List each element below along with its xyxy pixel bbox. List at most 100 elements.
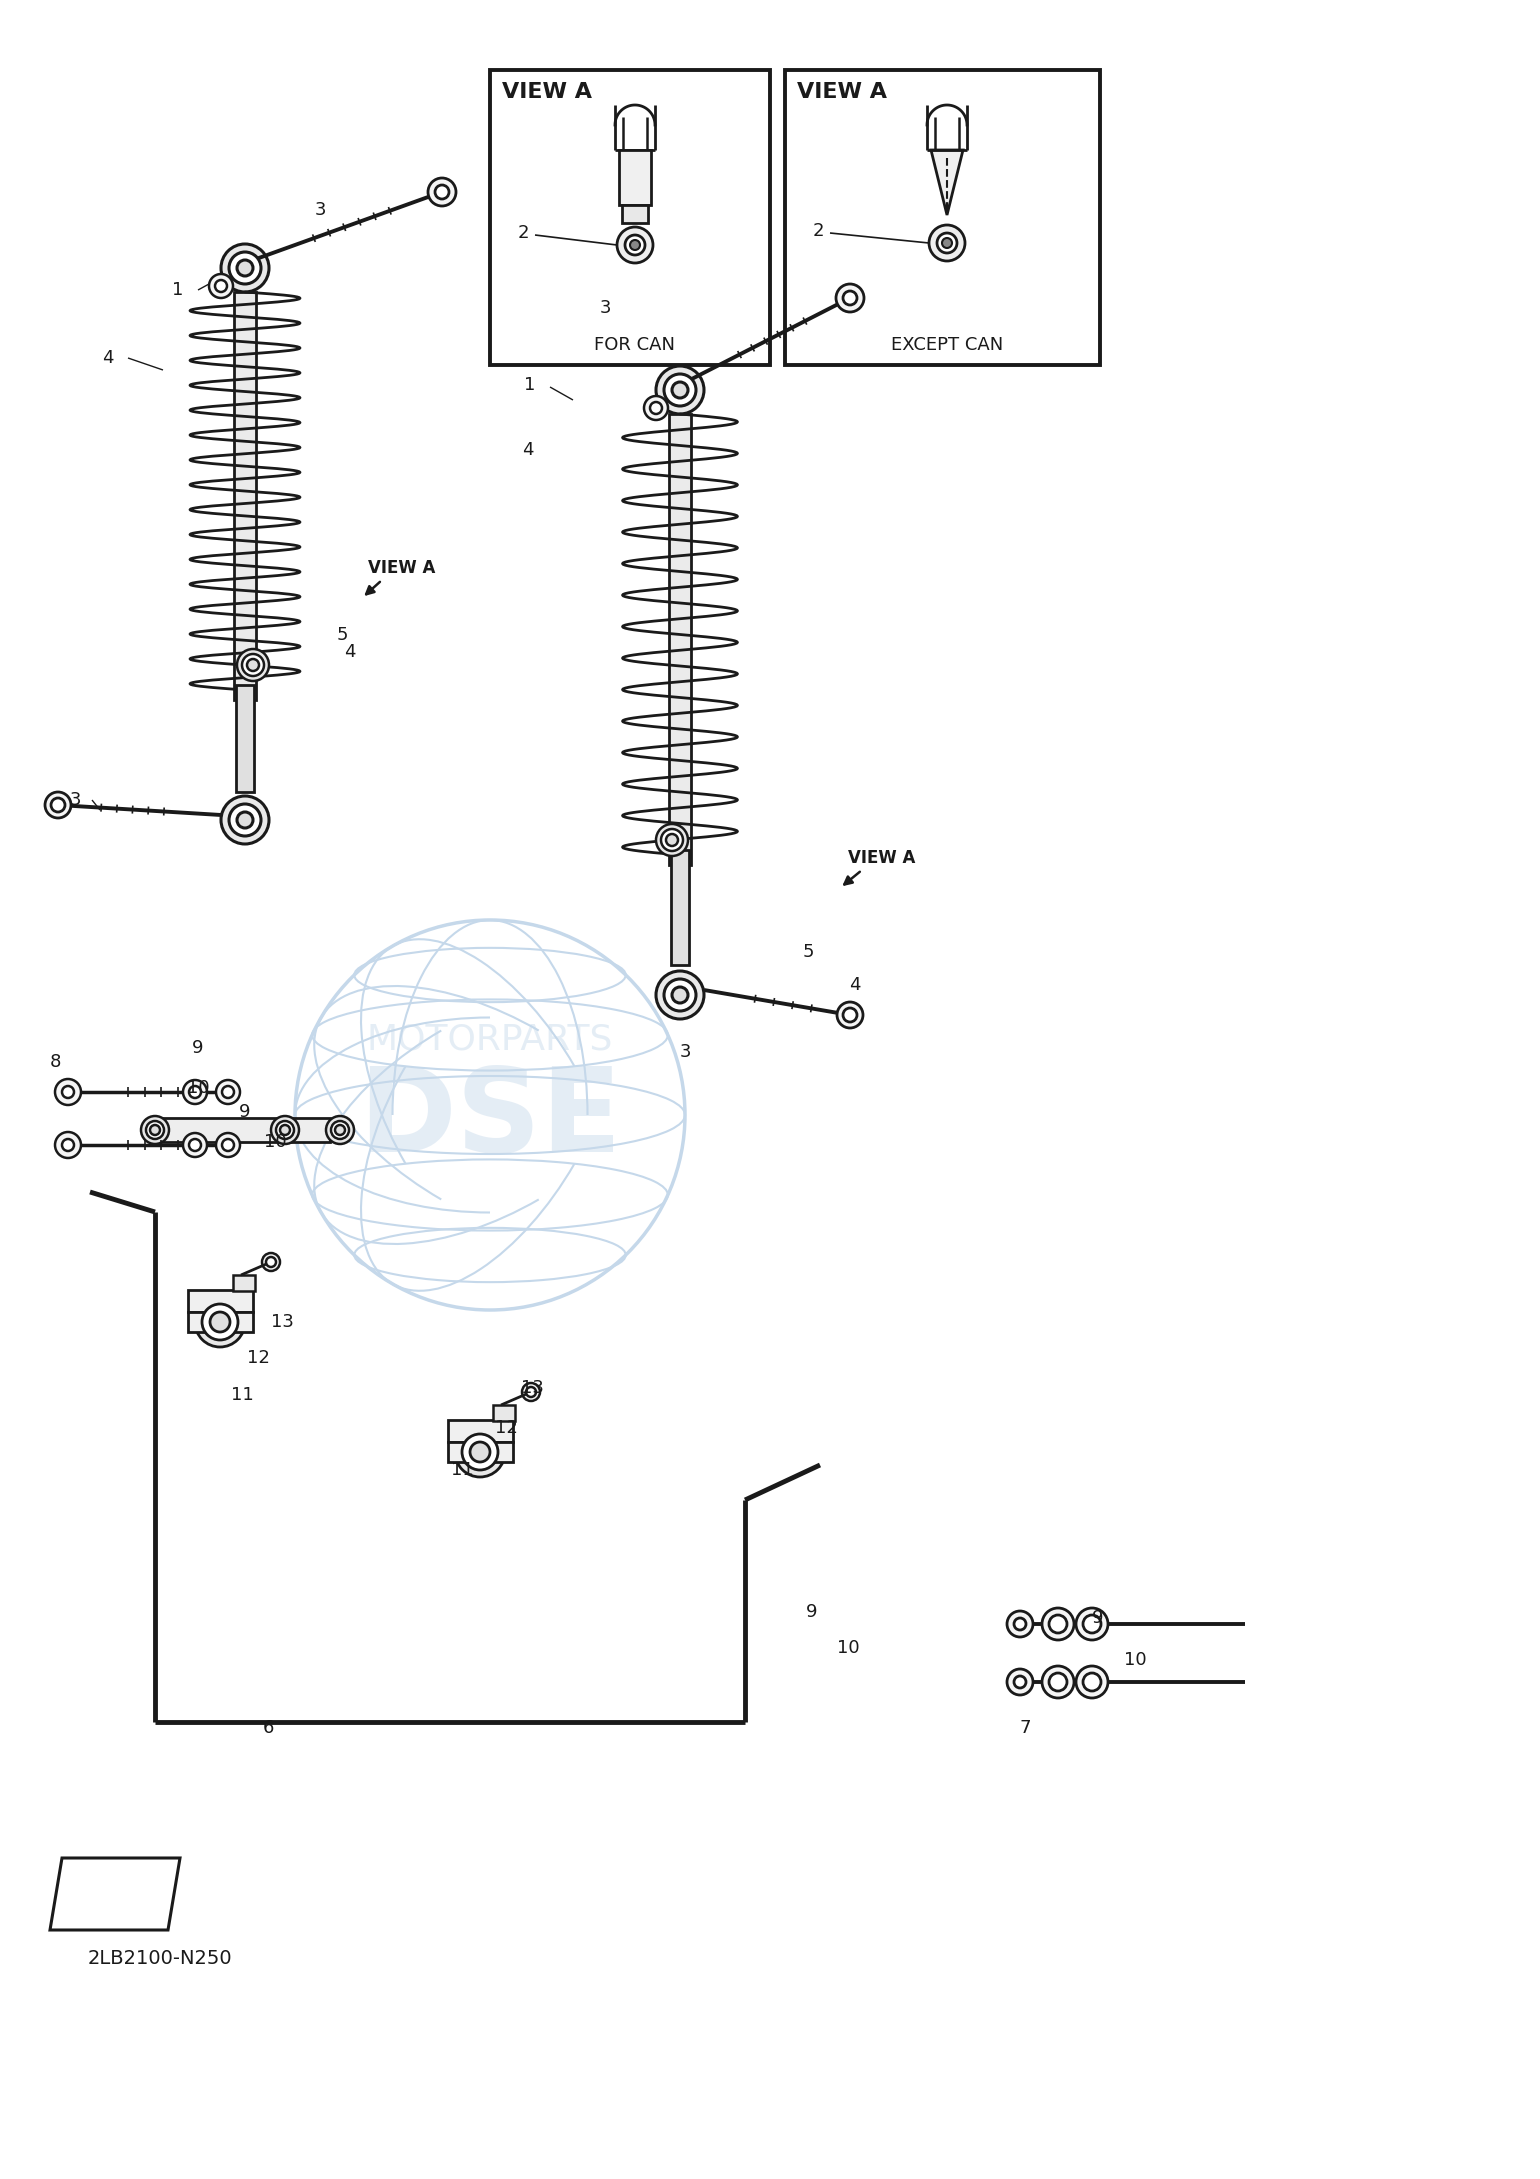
Circle shape [222, 244, 270, 292]
Text: 13: 13 [271, 1314, 294, 1331]
Circle shape [1013, 1619, 1026, 1630]
Circle shape [842, 292, 856, 305]
Circle shape [618, 227, 653, 264]
Bar [622, 205, 648, 222]
Circle shape [276, 1120, 294, 1140]
Circle shape [1043, 1667, 1073, 1697]
Circle shape [229, 804, 260, 837]
Text: 2: 2 [813, 222, 824, 240]
Circle shape [149, 1124, 160, 1135]
Text: 3: 3 [679, 1044, 691, 1061]
Text: 6: 6 [262, 1719, 274, 1737]
Circle shape [671, 381, 688, 399]
Circle shape [656, 366, 704, 414]
Text: 9: 9 [807, 1604, 818, 1621]
Circle shape [202, 1303, 239, 1340]
Circle shape [1083, 1673, 1101, 1691]
Circle shape [942, 238, 952, 248]
Circle shape [522, 1384, 541, 1401]
Text: 10: 10 [1124, 1652, 1146, 1669]
Bar [234, 292, 256, 699]
Text: 5: 5 [336, 625, 348, 645]
Circle shape [838, 1002, 862, 1028]
Circle shape [189, 1085, 202, 1098]
Text: VIEW A: VIEW A [368, 560, 436, 577]
Text: 5: 5 [802, 944, 813, 961]
Circle shape [55, 1133, 82, 1157]
Circle shape [842, 1009, 856, 1022]
Circle shape [1013, 1676, 1026, 1689]
Circle shape [237, 649, 270, 682]
Polygon shape [932, 150, 962, 216]
Circle shape [45, 791, 71, 817]
Circle shape [196, 1297, 245, 1347]
Circle shape [146, 1120, 163, 1140]
Circle shape [216, 279, 226, 292]
Text: DSE: DSE [359, 1063, 622, 1177]
Text: VIEW A: VIEW A [502, 83, 591, 102]
Circle shape [630, 240, 641, 251]
Text: 4: 4 [849, 976, 861, 994]
Circle shape [1076, 1608, 1107, 1641]
Circle shape [462, 1434, 497, 1471]
Text: 4: 4 [522, 440, 534, 460]
Circle shape [62, 1140, 74, 1151]
Circle shape [656, 824, 688, 856]
Text: 3: 3 [69, 791, 80, 808]
Circle shape [1043, 1608, 1073, 1641]
Circle shape [656, 972, 704, 1020]
Circle shape [229, 253, 260, 283]
Circle shape [1083, 1615, 1101, 1632]
Circle shape [280, 1124, 290, 1135]
Bar [493, 1405, 514, 1421]
Text: 4: 4 [102, 349, 114, 366]
Text: FOR CAN: FOR CAN [594, 336, 676, 353]
Bar [619, 150, 651, 205]
Circle shape [650, 401, 662, 414]
Circle shape [336, 1124, 345, 1135]
Circle shape [428, 179, 456, 207]
Bar [236, 684, 254, 791]
Circle shape [434, 185, 450, 198]
Circle shape [55, 1079, 82, 1105]
Text: VIEW A: VIEW A [849, 850, 915, 867]
Circle shape [183, 1081, 206, 1105]
Bar [188, 1312, 253, 1331]
Circle shape [209, 275, 233, 299]
Circle shape [266, 1257, 276, 1266]
Circle shape [222, 1085, 234, 1098]
Text: 10: 10 [186, 1079, 209, 1096]
Text: 8: 8 [49, 1052, 60, 1072]
Text: 1: 1 [172, 281, 183, 299]
Text: 7: 7 [1019, 1719, 1030, 1737]
Text: 11: 11 [231, 1386, 254, 1403]
Circle shape [216, 1133, 240, 1157]
Circle shape [142, 1116, 169, 1144]
Circle shape [216, 1081, 240, 1105]
Text: 13: 13 [521, 1379, 544, 1397]
Circle shape [936, 233, 956, 253]
Text: 12: 12 [494, 1419, 517, 1436]
Text: 2: 2 [517, 224, 530, 242]
Circle shape [222, 1140, 234, 1151]
Bar [668, 414, 691, 865]
Text: 9: 9 [1092, 1608, 1104, 1628]
Polygon shape [49, 1859, 180, 1931]
Circle shape [836, 283, 864, 312]
Circle shape [1049, 1615, 1067, 1632]
Bar [671, 850, 688, 965]
Circle shape [454, 1427, 505, 1477]
Text: 3: 3 [599, 299, 611, 316]
Bar [448, 1442, 513, 1462]
Text: 12: 12 [246, 1349, 270, 1366]
Bar [490, 70, 770, 366]
Circle shape [1076, 1667, 1107, 1697]
Circle shape [625, 235, 645, 255]
Circle shape [1049, 1673, 1067, 1691]
Bar [188, 1290, 253, 1312]
Circle shape [331, 1120, 350, 1140]
Text: FWD: FWD [106, 1885, 154, 1902]
Text: VIEW A: VIEW A [798, 83, 887, 102]
Bar [149, 1118, 330, 1142]
Circle shape [237, 813, 253, 828]
